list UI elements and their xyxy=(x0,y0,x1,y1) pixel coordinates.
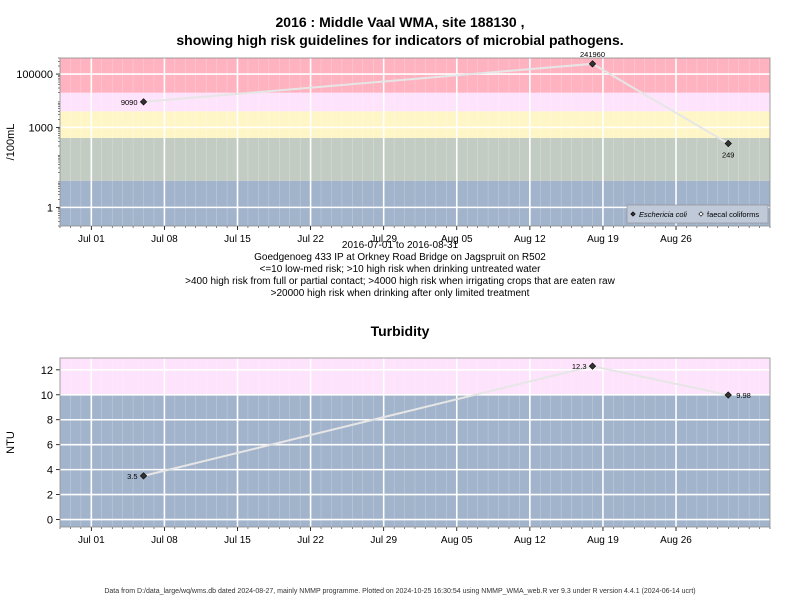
x-tick-label-1-7: Aug 12 xyxy=(514,234,546,245)
x-tick-label-2-3: Jul 15 xyxy=(224,535,251,546)
x-tick-label-1-6: Aug 05 xyxy=(441,234,473,245)
data-point-1-1 xyxy=(139,98,148,106)
x-tick-label-2-2: Jul 08 xyxy=(151,535,178,546)
data-point-2-3 xyxy=(724,391,732,399)
data-label-1-2: 241960 xyxy=(580,50,605,59)
y-tick-label-1-2: 1000 xyxy=(29,122,53,134)
data-point-1-3 xyxy=(724,139,732,148)
legend-marker-faecal-coliforms xyxy=(698,211,704,217)
legend-box xyxy=(626,204,769,224)
x-tick-label-1-3: Jul 15 xyxy=(224,234,251,245)
caption-guideline-contact: >400 high risk from full or partial cont… xyxy=(185,276,615,287)
data-label-2-2: 12.3 xyxy=(572,362,587,371)
x-tick-label-2-6: Aug 05 xyxy=(441,535,473,546)
legend-label-faecal-coliforms: faecal coliforms xyxy=(707,210,759,219)
caption-guideline-drinking: <=10 low-med risk; >10 high risk when dr… xyxy=(259,264,541,275)
turbidity-title: Turbidity xyxy=(370,323,430,339)
y-tick-label-2-5: 8 xyxy=(47,415,53,427)
x-tick-label-1-9: Aug 26 xyxy=(660,234,692,245)
x-tick-label-2-9: Aug 26 xyxy=(660,535,692,546)
x-tick-label-2-8: Aug 19 xyxy=(587,535,619,546)
y-tick-label-2-7: 12 xyxy=(41,365,53,377)
data-point-1-2 xyxy=(588,60,597,68)
y-axis-label-1: /100mL xyxy=(5,124,17,161)
x-tick-label-2-7: Aug 12 xyxy=(514,535,546,546)
caption-guideline-limited-treatment: >20000 high risk when drinking after onl… xyxy=(270,288,530,299)
x-tick-label-2-5: Jul 29 xyxy=(370,535,397,546)
y-tick-label-2-4: 6 xyxy=(47,440,53,452)
y-tick-label-1-1: 1 xyxy=(47,202,53,214)
x-tick-label-1-4: Jul 22 xyxy=(297,234,324,245)
y-axis-label-2: NTU xyxy=(5,431,17,454)
y-tick-label-1-3: 100000 xyxy=(16,69,53,81)
data-label-2-3: 9.98 xyxy=(736,391,751,400)
caption-date-range: 2016-07-01 to 2016-08-31 xyxy=(341,240,459,251)
data-label-2-1: 3.5 xyxy=(127,472,137,481)
x-tick-label-1-1: Jul 01 xyxy=(78,234,105,245)
y-tick-label-2-1: 0 xyxy=(47,515,53,527)
plot-border-2 xyxy=(59,357,771,528)
legend-label-ecoli: Eschericia coli xyxy=(639,210,687,219)
x-tick-label-1-2: Jul 08 xyxy=(151,234,178,245)
y-tick-label-2-2: 2 xyxy=(47,490,53,502)
x-tick-label-1-8: Aug 19 xyxy=(587,234,619,245)
x-tick-label-1-5: Jul 29 xyxy=(370,234,397,245)
data-label-1-3: 249 xyxy=(722,150,735,159)
x-tick-label-2-4: Jul 22 xyxy=(297,535,324,546)
data-point-2-1 xyxy=(139,472,148,480)
data-label-1-1: 9090 xyxy=(121,98,138,107)
chart-title-line1: 2016 : Middle Vaal WMA, site 188130 , xyxy=(275,14,525,30)
y-tick-label-2-6: 10 xyxy=(41,390,53,402)
footer-note: Data from D:/data_large/wq/wms.db dated … xyxy=(104,588,696,595)
plot-border-1 xyxy=(59,57,771,227)
data-point-2-2 xyxy=(588,362,597,370)
x-tick-label-2-1: Jul 01 xyxy=(78,535,105,546)
caption-site-name: Goedgenoeg 433 IP at Orkney Road Bridge … xyxy=(254,252,546,263)
y-tick-label-2-3: 4 xyxy=(47,465,53,477)
chart-title-line2: showing high risk guidelines for indicat… xyxy=(176,32,624,48)
legend-marker-ecoli xyxy=(630,211,636,217)
